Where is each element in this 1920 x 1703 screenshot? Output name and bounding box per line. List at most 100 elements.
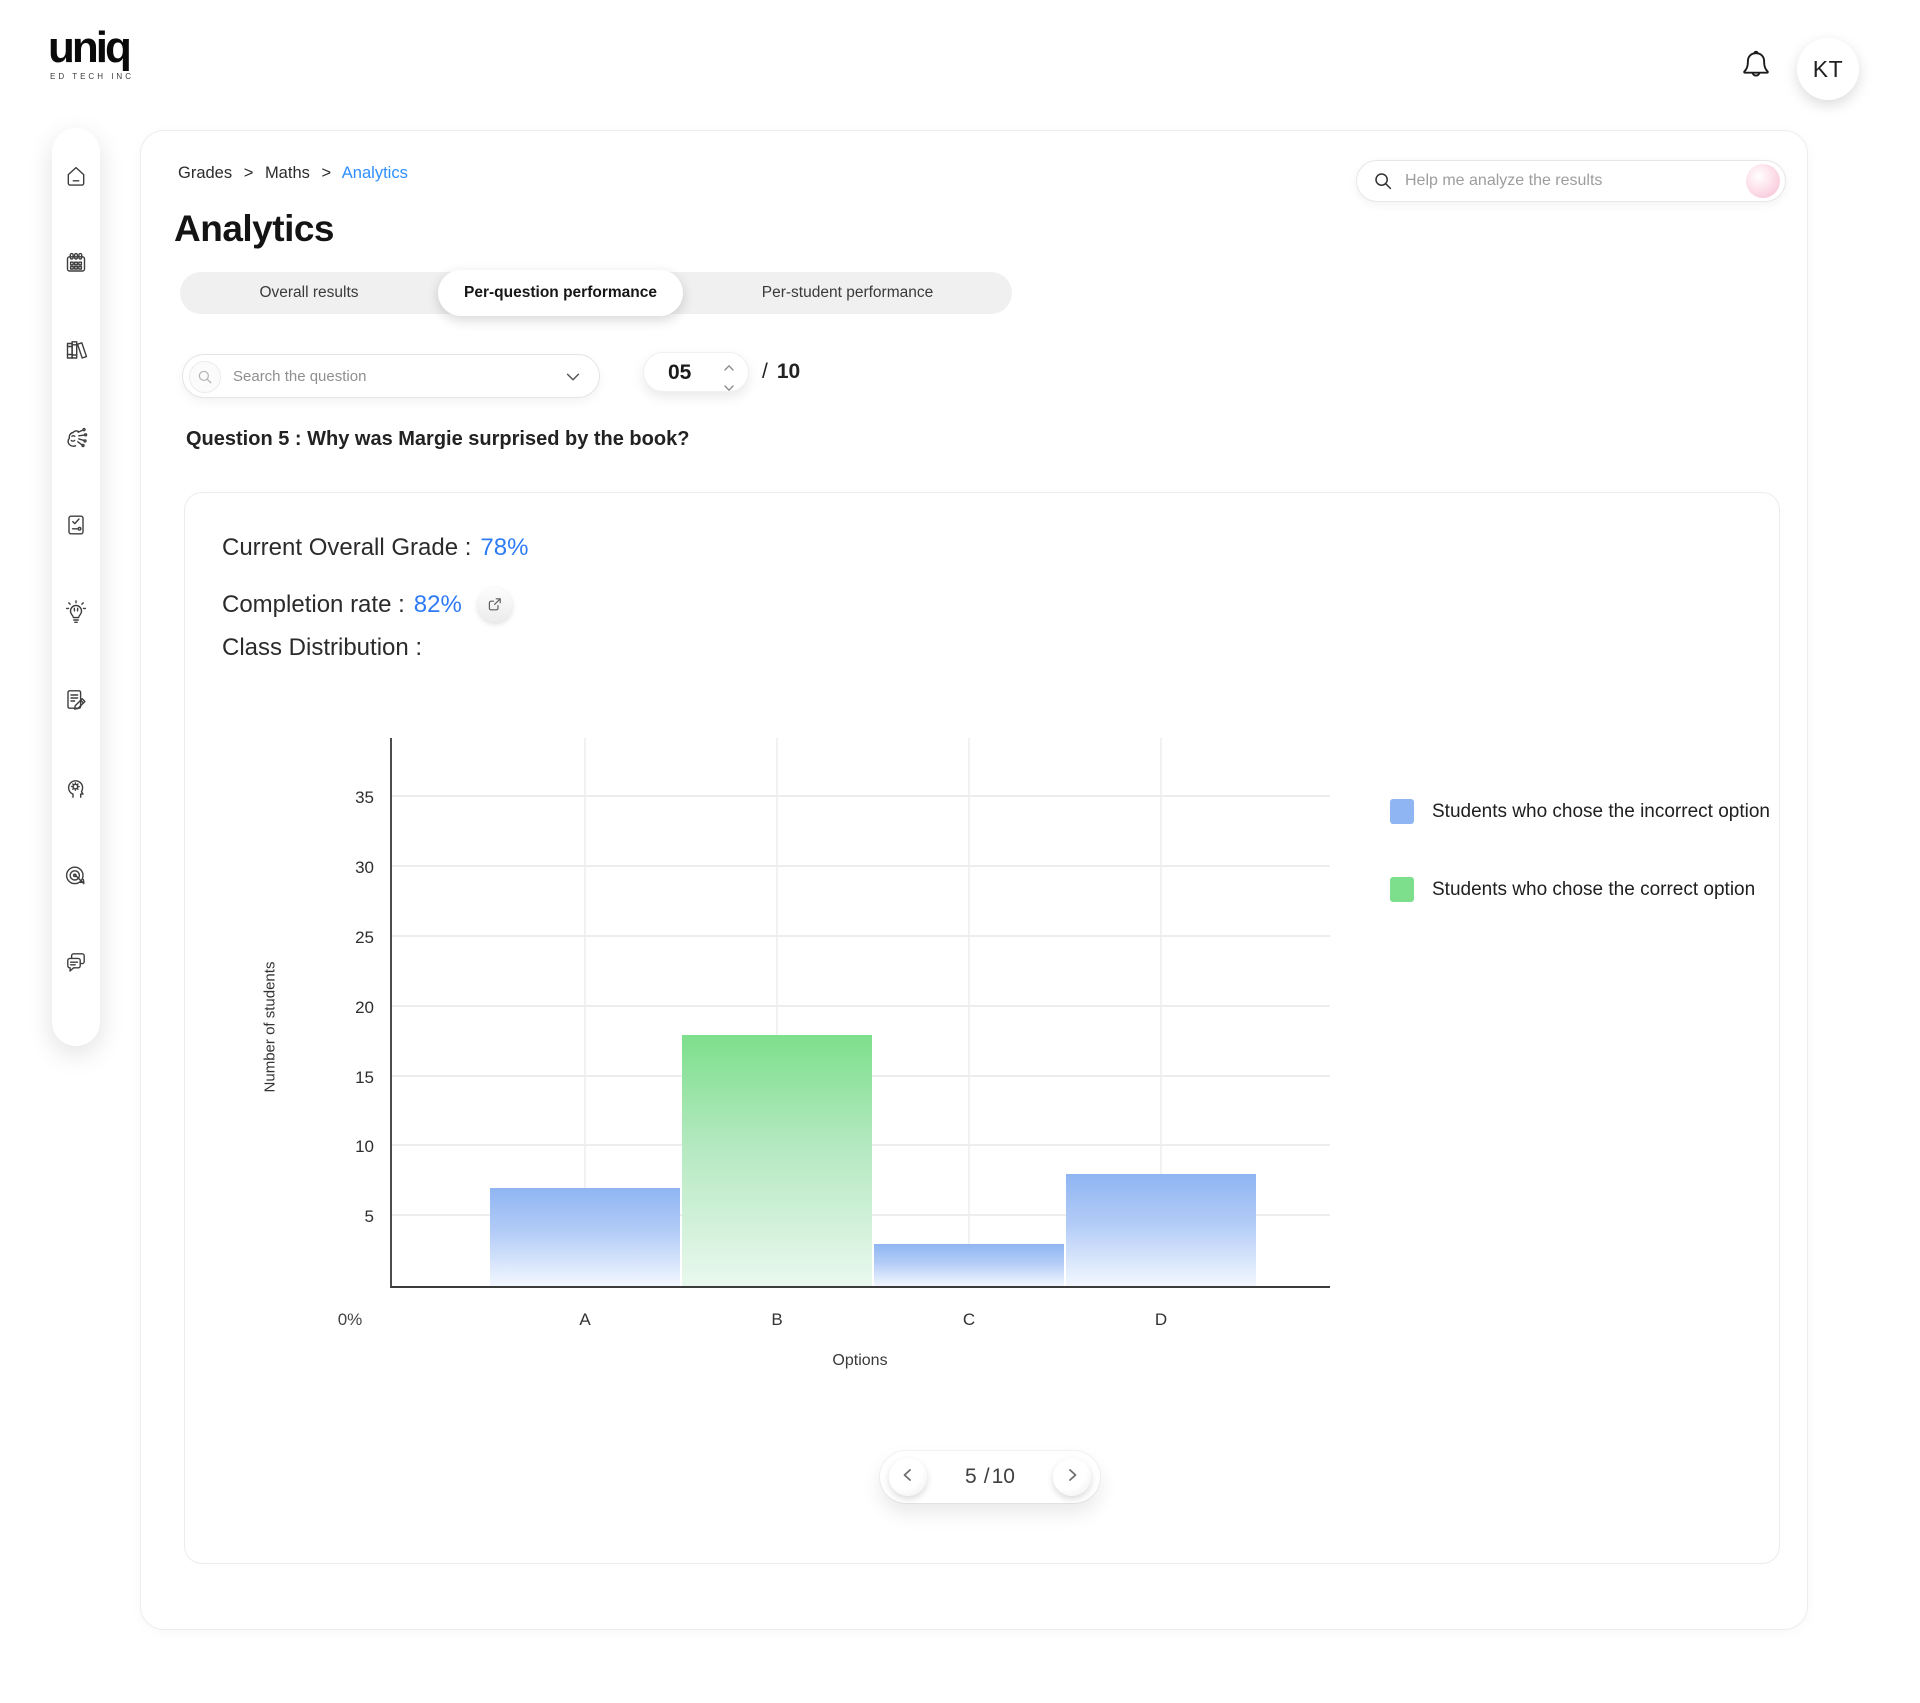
tab-overall-results[interactable]: Overall results <box>259 284 359 301</box>
brand-logo-subtext: ED TECH INC <box>50 72 134 81</box>
search-icon <box>189 361 221 393</box>
overall-grade-stat: Current Overall Grade : 78% <box>222 534 528 562</box>
x-tick-D: D <box>1154 1310 1168 1329</box>
breadcrumb: Grades > Maths > Analytics <box>178 164 408 183</box>
sidebar-item-home[interactable] <box>61 163 91 193</box>
question-heading: Question 5 : Why was Margie surprised by… <box>186 428 690 450</box>
ai-search-input[interactable] <box>1405 161 1730 201</box>
bar-A <box>490 1188 680 1286</box>
page-separator: / <box>983 1465 990 1488</box>
gridline-y-20 <box>392 1004 1330 1007</box>
y-tick-5: 5 <box>364 1207 374 1227</box>
sidebar-item-assessment[interactable] <box>61 513 91 543</box>
ai-assistant-button[interactable] <box>1746 164 1780 198</box>
y-tick-10: 10 <box>355 1137 374 1157</box>
note-edit-icon <box>62 686 90 719</box>
legend-swatch-correct <box>1390 877 1414 902</box>
sidebar-item-ideas[interactable] <box>61 599 91 632</box>
question-analytics-card <box>184 492 1780 1564</box>
x-tick-B: B <box>771 1310 783 1329</box>
user-avatar[interactable]: KT <box>1797 38 1859 100</box>
sidebar-item-chat[interactable] <box>61 950 91 980</box>
sidebar-item-calendar[interactable] <box>61 250 91 280</box>
completion-rate-label: Completion rate : <box>222 591 405 618</box>
external-link-icon <box>487 591 503 619</box>
legend-swatch-incorrect <box>1390 799 1414 824</box>
sidebar-item-mind-gear[interactable] <box>61 775 91 805</box>
y-tick-30: 30 <box>355 858 374 878</box>
chevron-down-icon <box>563 367 583 392</box>
breadcrumb-analytics[interactable]: Analytics <box>341 164 408 182</box>
y-tick-15: 15 <box>355 1067 374 1087</box>
chevron-right-icon <box>1062 1465 1082 1490</box>
avatar-initials: KT <box>1812 55 1844 82</box>
question-number-value: 05 <box>668 361 692 384</box>
y-axis-label: Number of students <box>261 961 279 1093</box>
y-tick-20: 20 <box>355 997 374 1017</box>
page-indicator: 5 /10 <box>880 1451 1100 1503</box>
bar-D <box>1066 1174 1256 1286</box>
analytics-tabs: Overall results Per-question performance… <box>180 270 1012 316</box>
notifications-button[interactable] <box>1736 44 1776 88</box>
tab-per-question-performance[interactable]: Per-question performance <box>438 270 683 316</box>
page-current: 5 <box>965 1465 977 1488</box>
question-search-input[interactable] <box>233 355 543 397</box>
legend-item-correct: Students who chose the correct option <box>1390 877 1755 902</box>
question-number-stepper[interactable]: 05 <box>643 352 749 392</box>
class-distribution-heading: Class Distribution : <box>222 634 423 661</box>
gridline-y-30 <box>392 865 1330 868</box>
chat-icon <box>62 948 90 981</box>
completion-rate-stat: Completion rate : 82% <box>222 588 512 622</box>
question-search-select[interactable] <box>182 354 600 398</box>
bar-C <box>874 1244 1064 1286</box>
y-tick-35: 35 <box>355 788 374 808</box>
chevron-up-icon[interactable] <box>723 360 735 378</box>
breadcrumb-maths[interactable]: Maths <box>264 164 310 182</box>
x-axis-label: Options <box>832 1352 888 1369</box>
next-question-button[interactable] <box>1053 1458 1091 1496</box>
x-tick-A: A <box>579 1310 591 1329</box>
x-tick-C: C <box>962 1310 976 1329</box>
brain-circuit-icon <box>62 424 90 457</box>
books-icon <box>62 336 90 369</box>
question-total-label: / 10 <box>762 360 800 384</box>
page-title: Analytics <box>174 208 335 249</box>
completion-rate-value: 82% <box>413 591 462 618</box>
class-distribution-chart: 5 10 15 20 25 30 35 A B C D 0% <box>338 738 1330 1329</box>
slash: / <box>762 360 768 383</box>
previous-question-button[interactable] <box>889 1458 927 1496</box>
ai-search-bar <box>1356 160 1786 202</box>
breadcrumb-grades[interactable]: Grades <box>178 164 233 182</box>
y-tick-25: 25 <box>355 928 374 948</box>
legend-item-incorrect: Students who chose the incorrect option <box>1390 799 1770 824</box>
sidebar-item-library[interactable] <box>61 338 91 368</box>
gridline-y-35 <box>392 795 1330 798</box>
checklist-icon <box>62 511 90 544</box>
search-icon <box>1373 171 1393 196</box>
gridline-y-25 <box>392 935 1330 938</box>
breadcrumb-separator: > <box>321 164 332 182</box>
home-icon <box>62 162 90 195</box>
stepper-arrows[interactable] <box>723 360 735 398</box>
sidebar-item-notes[interactable] <box>61 688 91 718</box>
sidebar-item-ai-brain[interactable] <box>61 425 91 455</box>
chevron-left-icon <box>898 1465 918 1490</box>
chevron-down-icon[interactable] <box>723 380 735 398</box>
overall-grade-value: 78% <box>480 534 529 561</box>
lightbulb-icon <box>62 599 90 632</box>
tab-per-student-performance[interactable]: Per-student performance <box>761 284 934 301</box>
open-completion-details-button[interactable] <box>477 588 512 622</box>
head-gear-icon <box>62 774 90 807</box>
overall-grade-label: Current Overall Grade : <box>222 534 472 561</box>
gridline-x-D <box>1160 738 1162 1286</box>
brand-logo: uniq ED TECH INC <box>48 23 134 82</box>
legend-label-incorrect: Students who chose the incorrect option <box>1432 800 1770 822</box>
question-pagination: 5 /10 <box>880 1451 1100 1503</box>
brand-logo-text: uniq <box>48 23 132 72</box>
sidebar-item-goals[interactable] <box>61 863 91 893</box>
origin-label: 0% <box>337 1310 363 1329</box>
breadcrumb-separator: > <box>243 164 254 182</box>
gridline-x-A <box>584 738 586 1286</box>
target-icon <box>62 861 90 894</box>
